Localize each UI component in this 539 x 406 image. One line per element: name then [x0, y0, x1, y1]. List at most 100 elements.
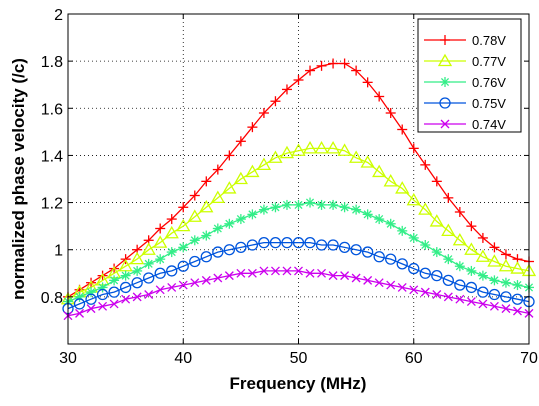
marker-stroke: [305, 198, 315, 207]
marker-stroke: [406, 192, 421, 206]
marker-stroke: [455, 262, 464, 271]
marker-stroke: [386, 280, 396, 290]
ticks: [67, 13, 530, 344]
data-point-0-77V: [487, 254, 502, 267]
marker-stroke: [501, 278, 511, 287]
marker-stroke: [386, 219, 395, 228]
data-point-0-75V: [131, 277, 143, 289]
marker-stroke: [419, 267, 431, 279]
marker-stroke: [352, 205, 361, 214]
marker-stroke: [222, 181, 237, 194]
data-point-0-75V: [189, 255, 201, 268]
data-point-0-75V: [488, 288, 501, 301]
data-point-0-77V: [314, 141, 329, 154]
x-tick-label: 70: [520, 350, 538, 367]
marker-stroke: [119, 281, 132, 294]
data-point-0-78V: [431, 176, 442, 187]
data-point-0-74V: [236, 268, 246, 278]
data-point-0-76V: [120, 270, 131, 281]
marker-stroke: [85, 293, 97, 305]
data-point-0-76V: [362, 209, 373, 220]
data-point-0-77V: [429, 214, 444, 227]
data-point-0-75V: [315, 239, 328, 251]
data-point-0-74V: [259, 266, 269, 276]
marker-stroke: [498, 258, 514, 272]
x-tick-label: 40: [174, 350, 192, 367]
marker-stroke: [328, 271, 338, 281]
data-point-0-74V: [86, 304, 96, 314]
data-point-0-74V: [294, 266, 303, 276]
marker-stroke: [340, 203, 349, 212]
marker-stroke: [247, 268, 257, 278]
y-tick-label: 2: [54, 7, 63, 24]
data-point-0-75V: [419, 267, 431, 279]
marker-stroke: [455, 294, 465, 304]
marker-stroke: [200, 251, 212, 263]
marker-stroke: [510, 261, 525, 274]
marker-stroke: [452, 232, 467, 246]
data-point-0-74V: [247, 268, 257, 278]
marker-stroke: [467, 266, 476, 275]
marker-stroke: [443, 292, 453, 302]
data-point-0-77V: [268, 150, 283, 163]
data-point-0-78V: [258, 108, 269, 118]
data-point-0-77V: [475, 249, 491, 262]
marker-stroke: [248, 210, 257, 219]
data-point-0-75V: [269, 236, 282, 249]
marker-stroke: [210, 190, 225, 204]
data-point-0-74V: [305, 268, 315, 278]
marker-stroke: [121, 294, 131, 304]
data-point-0-78V: [305, 65, 316, 76]
data-point-0-76V: [305, 197, 316, 208]
data-point-0-77V: [441, 223, 456, 237]
data-point-0-76V: [281, 199, 292, 210]
marker-stroke: [385, 253, 397, 265]
data-point-0-74V: [190, 278, 200, 288]
data-point-0-74V: [98, 301, 108, 311]
marker-stroke: [440, 77, 450, 87]
marker-stroke: [167, 282, 177, 292]
marker-stroke: [177, 260, 189, 272]
marker-stroke: [489, 301, 499, 311]
marker-stroke: [282, 266, 292, 276]
data-point-0-75V: [200, 251, 212, 263]
marker-stroke: [167, 248, 176, 257]
data-point-0-75V: [408, 262, 420, 275]
legend-label: 0.74V: [472, 117, 506, 132]
marker-stroke: [408, 262, 420, 275]
data-point-0-78V: [489, 242, 500, 253]
x-tick-label: 60: [405, 350, 423, 367]
data-point-0-77V: [372, 164, 387, 178]
data-point-0-78V: [316, 60, 327, 71]
data-point-0-77V: [141, 242, 156, 255]
legend-label: 0.76V: [472, 75, 506, 90]
x-tick-labels: 30 40 50 60 70: [59, 350, 538, 367]
data-point-0-74V: [489, 301, 499, 311]
data-point-0-77V: [452, 232, 467, 246]
data-point-0-75V: [465, 281, 478, 294]
legend-item-0-75V: 0.75V: [424, 96, 506, 111]
data-point-0-77V: [325, 141, 341, 154]
data-point-0-75V: [246, 239, 259, 251]
marker-stroke: [429, 214, 444, 227]
data-point-0-74V: [409, 285, 419, 295]
data-point-0-76V: [132, 265, 143, 276]
marker-stroke: [487, 254, 502, 267]
data-point-0-75V: [442, 274, 454, 287]
data-point-0-75V: [292, 236, 305, 249]
data-point-0-77V: [176, 218, 191, 232]
marker-stroke: [156, 255, 165, 264]
marker-stroke: [225, 219, 234, 228]
data-point-0-78V: [374, 91, 385, 102]
data-point-0-75V: [85, 293, 97, 305]
marker-stroke: [202, 231, 211, 240]
marker-stroke: [396, 258, 408, 270]
data-point-0-77V: [245, 164, 260, 178]
x-axis-title: Frequency (MHz): [230, 374, 367, 393]
marker-stroke: [187, 209, 202, 222]
marker-stroke: [441, 223, 456, 237]
marker-stroke: [109, 299, 119, 309]
data-point-0-78V: [443, 192, 454, 203]
marker-stroke: [373, 251, 385, 263]
data-point-0-76V: [316, 199, 327, 210]
